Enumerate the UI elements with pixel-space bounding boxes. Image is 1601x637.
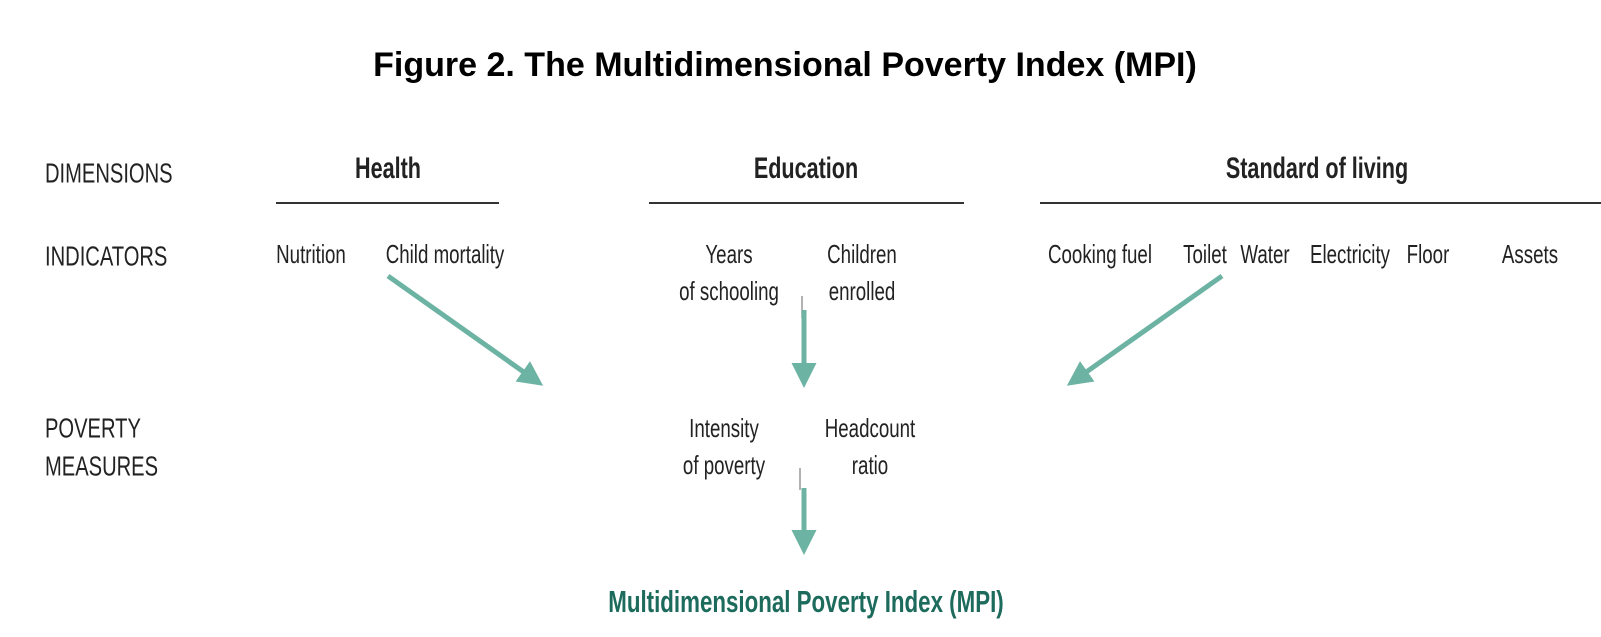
title: Figure 2. The Multidimensional Poverty I…: [373, 46, 1197, 84]
indicator: Floor: [1407, 239, 1450, 269]
indicator: enrolled: [829, 276, 896, 306]
arrows: [386, 273, 1224, 555]
measure: of poverty: [683, 450, 766, 480]
indicator: Cooking fuel: [1048, 239, 1152, 269]
row-label: DIMENSIONS: [45, 158, 173, 189]
indicator: Toilet: [1183, 239, 1227, 269]
indicator: Years: [705, 239, 752, 269]
indicator: Children: [827, 239, 897, 269]
indicator: Nutrition: [276, 239, 346, 269]
row-label: INDICATORS: [45, 241, 167, 272]
indicator: Water: [1240, 239, 1290, 269]
indicator: of schooling: [679, 276, 779, 306]
measure: Headcount: [825, 413, 916, 443]
row-label: POVERTY: [45, 413, 141, 444]
dimension: Health: [355, 150, 421, 184]
dimension: Education: [754, 150, 858, 184]
measure: Intensity: [689, 413, 759, 443]
indicator: Electricity: [1310, 239, 1391, 269]
result: Multidimensional Poverty Index (MPI): [608, 585, 1003, 619]
indicator: Assets: [1502, 239, 1558, 269]
dimension: Standard of living: [1226, 150, 1408, 184]
row-label: MEASURES: [45, 451, 158, 482]
indicator: Child mortality: [386, 239, 505, 269]
measure: ratio: [852, 450, 888, 480]
